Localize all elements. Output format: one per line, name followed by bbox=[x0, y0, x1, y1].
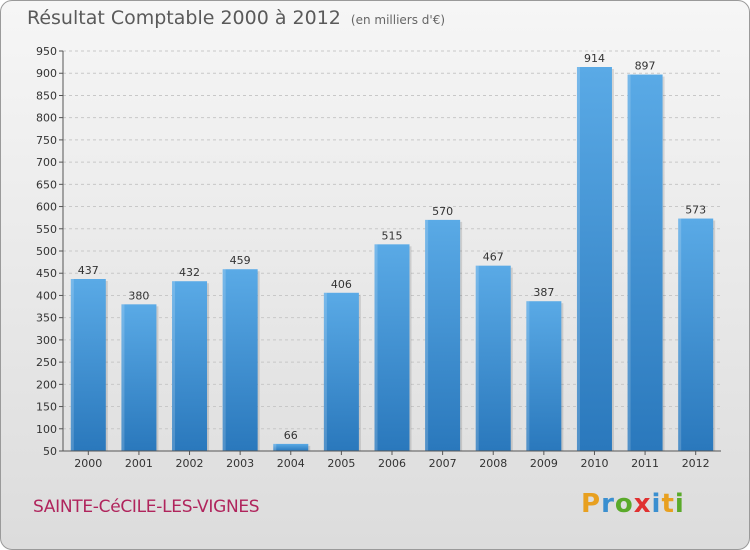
y-tick-label: 950 bbox=[36, 45, 57, 58]
y-tick-label: 250 bbox=[36, 356, 57, 369]
data-label: 387 bbox=[533, 286, 554, 299]
bar bbox=[627, 74, 663, 452]
bar-highlight bbox=[425, 219, 429, 451]
x-tick-label: 2006 bbox=[378, 457, 406, 470]
proxiti-logo: Proxiti bbox=[581, 489, 685, 519]
bar-highlight bbox=[222, 269, 226, 451]
logo-letter: i bbox=[651, 489, 662, 519]
x-tick-label: 2001 bbox=[125, 457, 153, 470]
bar bbox=[678, 218, 714, 451]
bar bbox=[374, 244, 410, 451]
x-tick-label: 2008 bbox=[479, 457, 507, 470]
bar bbox=[526, 301, 562, 451]
chart-title-text: Résultat Comptable 2000 à 2012 bbox=[27, 7, 341, 29]
bar-highlight bbox=[627, 74, 631, 452]
bar-highlight bbox=[121, 304, 125, 451]
bar-highlight bbox=[374, 244, 378, 451]
bar-highlight bbox=[475, 265, 479, 451]
y-tick-label: 350 bbox=[36, 312, 57, 325]
x-tick-label: 2004 bbox=[277, 457, 305, 470]
data-label: 432 bbox=[179, 266, 200, 279]
axis-layer: 50 100 150 200 250 300 350 400 450 500 550 600 650 70… bbox=[36, 45, 721, 470]
chart-subtitle: (en milliers d'€) bbox=[350, 13, 446, 27]
bar-highlight bbox=[273, 443, 277, 451]
bar-highlight bbox=[70, 279, 74, 451]
y-tick-label: 450 bbox=[36, 267, 57, 280]
bar bbox=[475, 265, 511, 451]
bar bbox=[576, 67, 612, 451]
x-tick-label: 2011 bbox=[631, 457, 659, 470]
chart-title: Résultat Comptable 2000 à 2012 (en millie… bbox=[27, 7, 445, 29]
bar-highlight bbox=[526, 301, 530, 451]
data-label: 570 bbox=[432, 205, 453, 218]
logo-letter: x bbox=[633, 489, 652, 519]
bar bbox=[70, 279, 106, 451]
commune-name: SAINTE-CéCILE-LES-VIGNES bbox=[33, 497, 260, 517]
data-label: 573 bbox=[685, 204, 706, 217]
y-tick-label: 750 bbox=[36, 134, 57, 147]
y-tick-label: 500 bbox=[36, 245, 57, 258]
x-tick-label: 2005 bbox=[327, 457, 355, 470]
y-tick-label: 550 bbox=[36, 223, 57, 236]
data-label: 380 bbox=[128, 289, 149, 302]
bar-highlight bbox=[172, 281, 176, 451]
logo-letter: P bbox=[581, 489, 602, 519]
data-label: 467 bbox=[483, 251, 504, 264]
logo-letter: i bbox=[674, 489, 685, 519]
bar bbox=[323, 292, 359, 451]
y-tick-label: 300 bbox=[36, 334, 57, 347]
y-tick-label: 900 bbox=[36, 67, 57, 80]
y-tick-label: 50 bbox=[43, 445, 57, 458]
y-tick-label: 100 bbox=[36, 423, 57, 436]
y-tick-label: 600 bbox=[36, 201, 57, 214]
x-tick-label: 2007 bbox=[429, 457, 457, 470]
bar bbox=[121, 304, 157, 451]
bar bbox=[273, 443, 309, 451]
data-label: 437 bbox=[78, 264, 99, 277]
y-tick-label: 800 bbox=[36, 112, 57, 125]
y-tick-label: 850 bbox=[36, 89, 57, 102]
x-tick-label: 2003 bbox=[226, 457, 254, 470]
data-label: 515 bbox=[382, 229, 403, 242]
bar bbox=[425, 219, 461, 451]
x-tick-label: 2009 bbox=[530, 457, 558, 470]
data-label: 897 bbox=[635, 60, 656, 73]
y-tick-label: 650 bbox=[36, 178, 57, 191]
data-label: 914 bbox=[584, 52, 605, 65]
y-tick-label: 150 bbox=[36, 401, 57, 414]
y-tick-label: 400 bbox=[36, 289, 57, 302]
y-tick-label: 700 bbox=[36, 156, 57, 169]
x-tick-label: 2010 bbox=[580, 457, 608, 470]
logo-letter: t bbox=[661, 489, 675, 519]
y-tick-label: 200 bbox=[36, 378, 57, 391]
data-label: 66 bbox=[284, 429, 298, 442]
bar-highlight bbox=[678, 218, 682, 451]
bar-highlight bbox=[576, 67, 580, 451]
bar bbox=[222, 269, 258, 451]
x-tick-label: 2002 bbox=[176, 457, 204, 470]
data-label: 459 bbox=[230, 254, 251, 267]
bar bbox=[172, 281, 208, 451]
logo-letter: o bbox=[614, 489, 634, 519]
bar-highlight bbox=[323, 292, 327, 451]
x-tick-label: 2000 bbox=[74, 457, 102, 470]
logo-letter: r bbox=[601, 489, 615, 519]
bars-layer bbox=[70, 67, 716, 452]
labels-layer: 437 380 432 459 66 406 515 570 467 387 914 897 573 bbox=[78, 52, 706, 442]
data-label: 406 bbox=[331, 278, 352, 291]
x-tick-label: 2012 bbox=[682, 457, 710, 470]
